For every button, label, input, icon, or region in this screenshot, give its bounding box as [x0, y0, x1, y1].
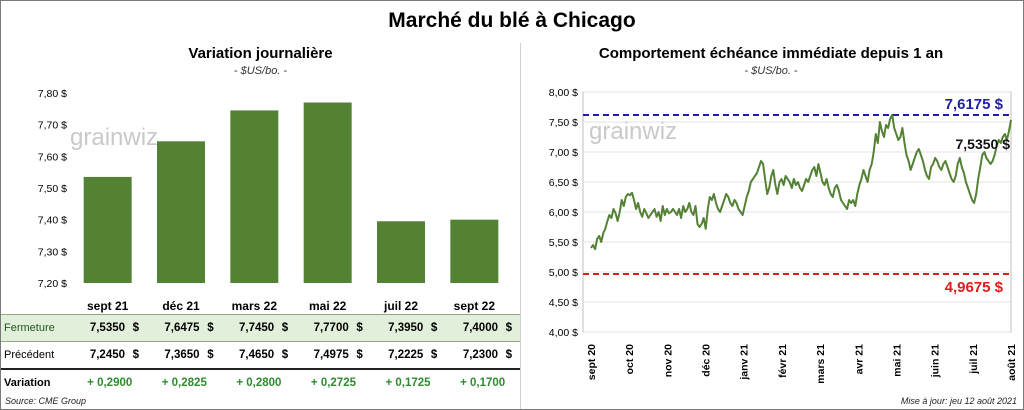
table-cell: + 0,2900	[72, 369, 148, 396]
x-tick-label: mai 22	[309, 299, 347, 313]
bar-mars-22	[230, 110, 279, 284]
table-cell: 7,3950 $	[370, 314, 446, 342]
x-tick-label: sept 21	[87, 299, 129, 313]
watermark: grainwiz	[589, 118, 677, 145]
y-tick-label: 7,70 $	[38, 120, 67, 132]
y-tick-label: 8,00 $	[549, 87, 578, 99]
bar-sept-21	[83, 176, 132, 283]
table-cell: 7,2225 $	[370, 341, 446, 370]
y-tick-label: 5,50 $	[549, 237, 578, 249]
y-tick-label: 4,00 $	[549, 327, 578, 339]
table-cell: + 0,2725	[296, 369, 371, 396]
x-tick-label: mars 22	[232, 299, 278, 313]
y-tick-label: 7,20 $	[38, 278, 67, 290]
row-label: Fermeture	[1, 314, 73, 342]
bar-sept-22	[450, 219, 499, 283]
y-tick-label: 7,80 $	[38, 88, 67, 100]
high-reference-label: 7,6175 $	[945, 96, 1004, 113]
right-panel-unit: - $US/bo. -	[744, 65, 798, 77]
x-tick-label: déc 20	[701, 344, 713, 377]
table-row: Précédent 7,2450 $7,3650 $7,4650 $7,4975 $7,2…	[1, 341, 520, 370]
y-tick-label: 4,50 $	[549, 297, 578, 309]
left-panel-title: Variation journalière	[188, 45, 333, 62]
source-note: Source: CME Group	[5, 396, 87, 406]
y-tick-label: 7,50 $	[38, 183, 67, 195]
x-tick-label: août 21	[1006, 344, 1018, 381]
table-cell: 7,5350 $	[72, 314, 148, 342]
x-tick-label: juil 21	[968, 344, 980, 375]
table-cell: 7,7450 $	[221, 314, 297, 342]
x-tick-label: sept 20	[586, 344, 598, 380]
x-tick-label: oct 20	[624, 344, 636, 375]
y-tick-label: 7,30 $	[38, 246, 67, 258]
x-tick-label: nov 20	[662, 344, 674, 377]
y-tick-label: 6,50 $	[549, 177, 578, 189]
y-tick-label: 7,50 $	[549, 117, 578, 129]
x-tick-label: juin 21	[930, 344, 942, 378]
x-tick-label: juil 22	[383, 299, 418, 313]
y-tick-label: 5,00 $	[549, 267, 578, 279]
x-tick-label: mars 21	[815, 344, 827, 384]
table-cell: 7,4000 $	[445, 314, 520, 342]
y-tick-label: 7,00 $	[549, 147, 578, 159]
table-cell: + 0,2800	[221, 369, 297, 396]
x-tick-label: sept 22	[454, 299, 496, 313]
table-cell: 7,4650 $	[221, 341, 297, 370]
update-note: Mise à jour: jeu 12 août 2021	[900, 396, 1017, 406]
last-price-label: 7,5350 $	[956, 136, 1011, 152]
x-tick-label: févr 21	[777, 344, 789, 378]
bar-chart: grainwiz 7,20 $ 7,30 $ 7,40 $ 7,50 $ 7,60 $ 7,…	[38, 88, 499, 313]
table-row: Variation + 0,2900 + 0,2825 + 0,2800 + 0,272…	[1, 369, 520, 396]
x-tick-label: janv 21	[739, 344, 751, 381]
y-tick-label: 7,40 $	[38, 215, 67, 227]
watermark: grainwiz	[70, 124, 158, 151]
table-cell: + 0,1725	[370, 369, 446, 396]
x-tick-label: déc 21	[162, 299, 200, 313]
row-label: Précédent	[1, 341, 73, 370]
y-tick-label: 7,60 $	[38, 151, 67, 163]
table-cell: 7,4975 $	[296, 341, 371, 370]
table-cell: + 0,2825	[147, 369, 222, 396]
bar-mai-22	[303, 102, 352, 283]
y-tick-label: 6,00 $	[549, 207, 578, 219]
table-cell: 7,6475 $	[147, 314, 222, 342]
table-cell: 7,3650 $	[147, 341, 222, 370]
table-cell: 7,7700 $	[296, 314, 371, 342]
row-label: Variation	[1, 369, 73, 396]
right-panel-title: Comportement échéance immédiate depuis 1…	[598, 45, 944, 62]
table-cell: + 0,1700	[445, 369, 520, 396]
low-reference-label: 4,9675 $	[945, 279, 1004, 296]
price-table: Fermeture 7,5350 $7,6475 $7,7450 $7,7700 $7,3…	[1, 314, 520, 396]
line-chart: 4,00 $ 4,50 $ 5,00 $ 5,50 $ 6,00 $ 6,50 $ 7,00…	[549, 87, 1018, 384]
x-tick-label: avr 21	[853, 344, 865, 375]
table-row: Fermeture 7,5350 $7,6475 $7,7450 $7,7700 $7,3…	[1, 314, 520, 342]
panel-divider	[520, 43, 521, 409]
table-cell: 7,2450 $	[72, 341, 148, 370]
price-line	[590, 113, 1012, 251]
table-cell: 7,2300 $	[445, 341, 520, 370]
bar-déc-21	[157, 141, 205, 283]
bar-juil-22	[377, 221, 425, 283]
x-tick-label: mai 21	[891, 344, 903, 377]
left-panel-unit: - $US/bo. -	[233, 65, 288, 77]
main-title: Marché du blé à Chicago	[388, 9, 636, 32]
